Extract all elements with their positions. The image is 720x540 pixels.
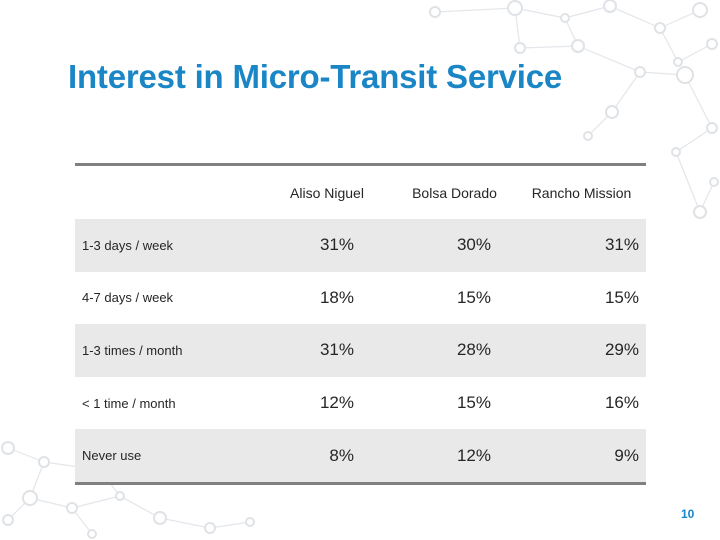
header-rancho-mission: Rancho Mission: [531, 184, 632, 201]
row-label: 4-7 days / week: [82, 290, 174, 306]
cell-bolsa-dorado: 12%: [456, 445, 491, 465]
table-row: < 1 time / month 12% 15% 16%: [75, 377, 646, 430]
cell-aliso-niguel: 31%: [319, 340, 354, 360]
cell-rancho-mission: 16%: [604, 393, 639, 413]
row-label: 1-3 days / week: [82, 237, 174, 253]
cell-rancho-mission: 9%: [614, 445, 639, 465]
header-aliso-niguel: Aliso Niguel: [290, 184, 364, 201]
row-label: Never use: [82, 448, 142, 464]
table-row: 1-3 times / month 31% 28% 29%: [75, 324, 646, 377]
cell-bolsa-dorado: 15%: [456, 393, 491, 413]
table-row: 4-7 days / week 18% 15% 15%: [75, 272, 646, 325]
cell-bolsa-dorado: 15%: [456, 287, 491, 307]
cell-aliso-niguel: 31%: [319, 235, 354, 255]
cell-bolsa-dorado: 28%: [456, 340, 491, 360]
table-row: Never use 8% 12% 9%: [75, 429, 646, 482]
cell-aliso-niguel: 18%: [319, 287, 354, 307]
page-number: 10: [681, 507, 695, 521]
interest-table: Aliso Niguel Bolsa Dorado Rancho Mission…: [75, 163, 646, 485]
header-bolsa-dorado: Bolsa Dorado: [412, 184, 497, 201]
cell-aliso-niguel: 8%: [329, 445, 354, 465]
cell-bolsa-dorado: 30%: [456, 235, 491, 255]
table-top-rule: [75, 163, 646, 166]
cell-rancho-mission: 29%: [604, 340, 639, 360]
cell-rancho-mission: 15%: [604, 287, 639, 307]
row-label: 1-3 times / month: [82, 342, 183, 358]
table-header-row: Aliso Niguel Bolsa Dorado Rancho Mission: [75, 166, 646, 219]
table-bottom-rule: [75, 481, 646, 485]
table-row: 1-3 days / week 31% 30% 31%: [75, 219, 646, 272]
row-label: < 1 time / month: [82, 395, 176, 411]
slide-title: Interest in Micro-Transit Service: [68, 58, 563, 95]
cell-rancho-mission: 31%: [604, 235, 639, 255]
cell-aliso-niguel: 12%: [319, 393, 354, 413]
